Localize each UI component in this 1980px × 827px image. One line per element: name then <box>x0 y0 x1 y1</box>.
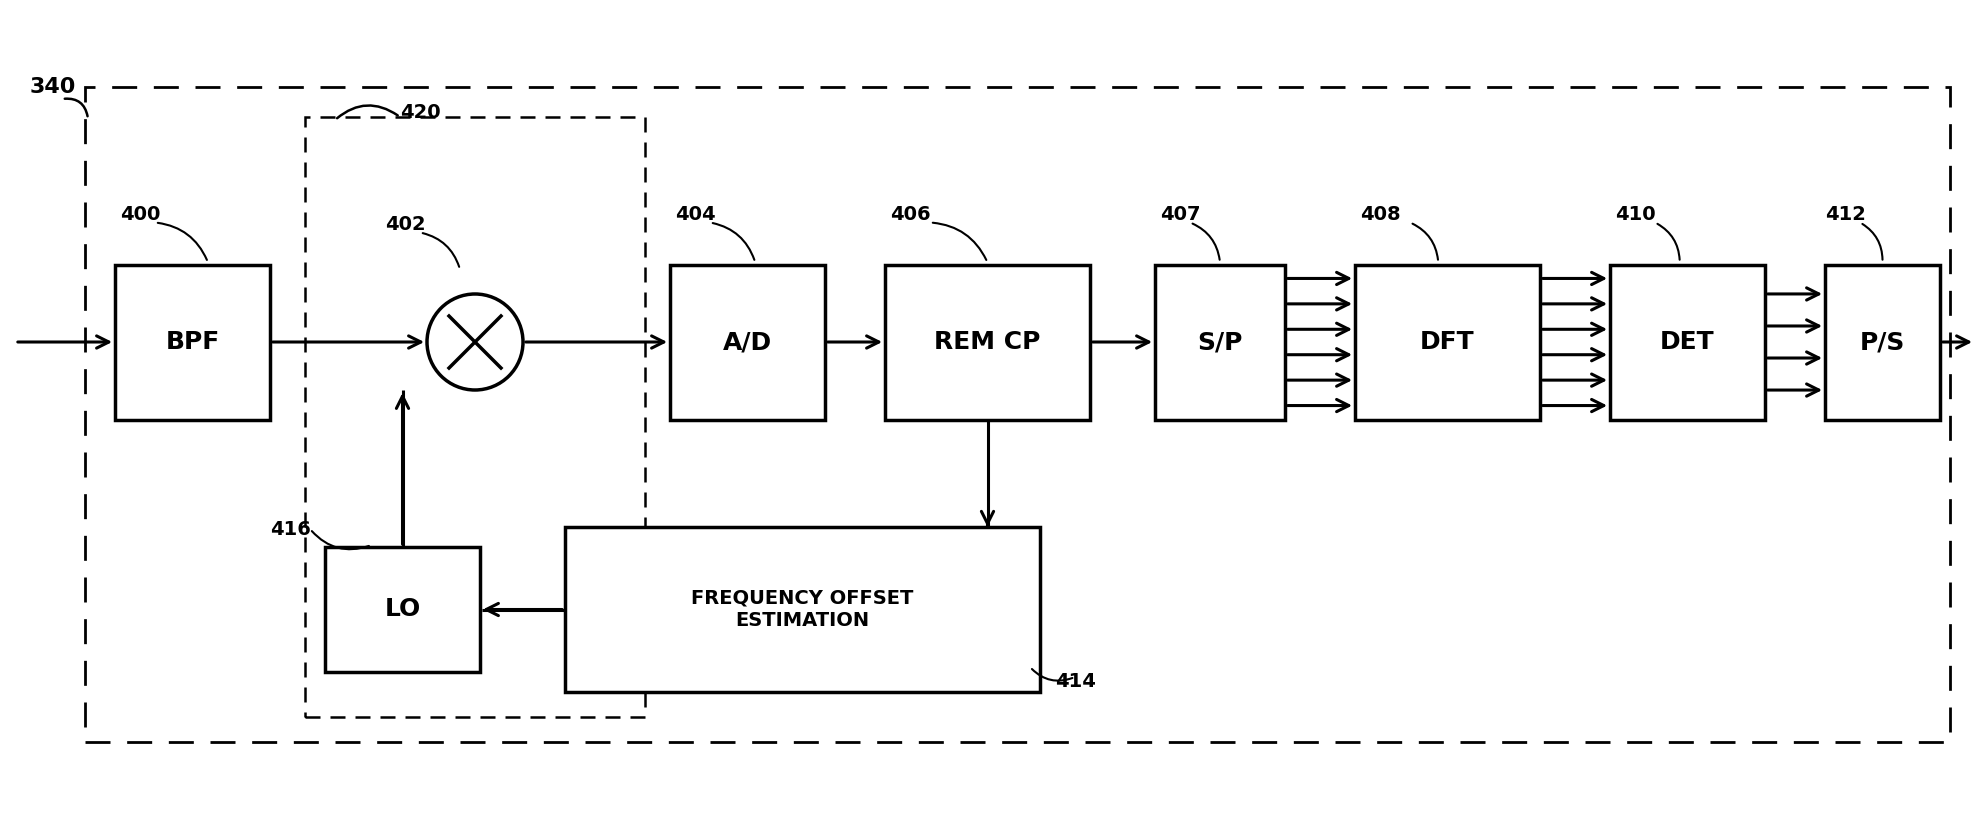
Bar <box>1610 265 1764 419</box>
Text: 410: 410 <box>1616 204 1655 223</box>
Bar <box>885 265 1091 419</box>
Bar <box>1826 265 1940 419</box>
Text: 407: 407 <box>1160 204 1200 223</box>
Text: LO: LO <box>384 597 420 622</box>
Text: 408: 408 <box>1360 204 1400 223</box>
Bar <box>564 527 1040 692</box>
Circle shape <box>428 294 523 390</box>
Text: 400: 400 <box>121 204 160 223</box>
Text: S/P: S/P <box>1198 330 1243 354</box>
Text: 420: 420 <box>400 103 442 122</box>
Bar <box>1354 265 1540 419</box>
Text: 414: 414 <box>1055 672 1095 691</box>
Text: A/D: A/D <box>723 330 772 354</box>
Bar <box>85 87 1950 742</box>
Text: 404: 404 <box>675 204 715 223</box>
Text: 406: 406 <box>889 204 931 223</box>
Bar <box>305 117 645 717</box>
Text: 416: 416 <box>269 520 311 539</box>
Text: DFT: DFT <box>1420 330 1475 354</box>
Bar <box>1154 265 1285 419</box>
Text: 402: 402 <box>384 214 426 233</box>
Bar <box>115 265 269 419</box>
Text: 340: 340 <box>30 77 77 97</box>
Text: DET: DET <box>1659 330 1715 354</box>
Bar <box>669 265 826 419</box>
Text: BPF: BPF <box>166 330 220 354</box>
Bar <box>325 547 479 672</box>
Text: REM CP: REM CP <box>935 330 1041 354</box>
Text: 412: 412 <box>1826 204 1865 223</box>
Text: P/S: P/S <box>1859 330 1905 354</box>
Text: FREQUENCY OFFSET
ESTIMATION: FREQUENCY OFFSET ESTIMATION <box>691 589 913 630</box>
